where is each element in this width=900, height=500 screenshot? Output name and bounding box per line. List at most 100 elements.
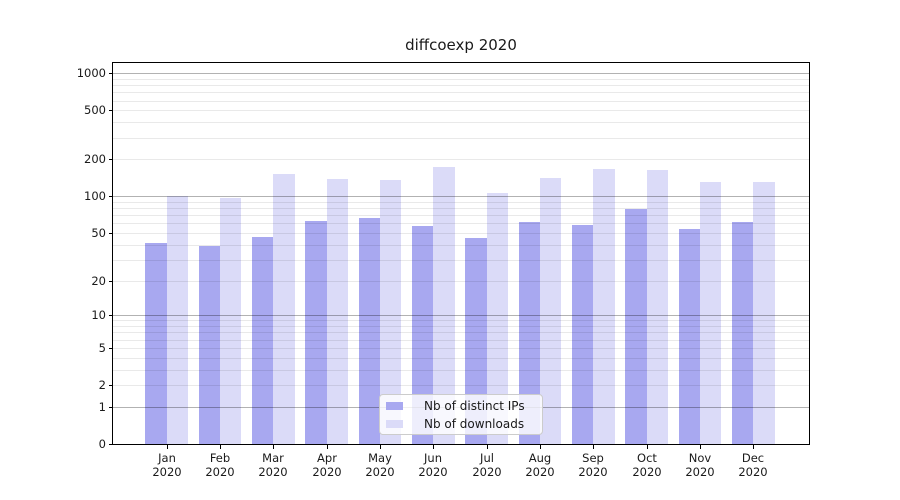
x-label-month: May [368, 451, 392, 465]
bar-distinct-ips-jan-2020 [145, 243, 167, 444]
x-label-month: Oct [637, 451, 657, 465]
gridline-minor-9 [113, 320, 809, 321]
gridline-minor-7 [113, 332, 809, 333]
legend-item-distinct-ips: Nb of distinct IPs [386, 398, 542, 413]
bar-downloads-may-2020 [380, 179, 402, 444]
x-label-month: Feb [209, 451, 231, 465]
y-tick-label-200: 200 [84, 152, 106, 166]
x-label-year: 2020 [152, 464, 182, 479]
bar-downloads-sep-2020 [593, 168, 615, 444]
y-tick-label-10: 10 [91, 308, 106, 322]
gridline-major-1000 [113, 73, 809, 74]
x-label-year: 2020 [365, 464, 395, 479]
x-tick-label-jan: Jan 2020 [140, 451, 194, 479]
y-tick-500-icon [109, 110, 113, 111]
y-tick-label-1000: 1000 [76, 66, 106, 80]
gridline-major-100 [113, 196, 809, 197]
bar-downloads-feb-2020 [220, 197, 242, 444]
x-label-year: 2020 [738, 464, 768, 479]
y-tick-0-icon [109, 444, 113, 445]
legend-swatch-downloads-icon [386, 419, 403, 428]
bar-downloads-dec-2020 [753, 181, 775, 444]
gridline-minor-700 [113, 92, 809, 93]
x-tick-label-feb: Feb 2020 [193, 451, 247, 479]
gridline-minor-30 [113, 260, 809, 261]
x-tick-label-may: May 2020 [353, 451, 407, 479]
bar-distinct-ips-may-2020 [358, 218, 381, 444]
y-tick-label-50: 50 [91, 226, 106, 240]
bar-distinct-ips-jul-2020 [465, 238, 487, 444]
x-label-month: Apr [317, 451, 337, 465]
x-tick-may-icon [380, 445, 381, 449]
plot-area [112, 62, 810, 445]
bar-distinct-ips-sep-2020 [572, 225, 594, 444]
x-label-year: 2020 [258, 464, 288, 479]
y-tick-label-100: 100 [84, 189, 106, 203]
bar-distinct-ips-apr-2020 [305, 220, 327, 444]
y-tick-100-icon [109, 196, 113, 197]
x-tick-label-jul: Jul 2020 [460, 451, 514, 479]
gridline-minor-800 [113, 85, 809, 86]
x-label-month: Jun [424, 451, 442, 465]
gridline-minor-80 [113, 208, 809, 209]
y-tick-label-0: 0 [98, 437, 106, 451]
y-tick-1-icon [109, 407, 113, 408]
x-label-year: 2020 [312, 464, 342, 479]
y-tick-label-5: 5 [98, 341, 106, 355]
bar-distinct-ips-oct-2020 [625, 209, 647, 444]
gridline-minor-20 [113, 281, 809, 282]
gridline-minor-200 [113, 159, 809, 160]
gridline-minor-900 [113, 79, 809, 80]
bar-distinct-ips-mar-2020 [252, 237, 274, 444]
y-tick-1000-icon [109, 73, 113, 74]
legend-swatch-distinct-ips-icon [386, 401, 403, 410]
x-tick-nov-icon [700, 445, 701, 449]
y-tick-200-icon [109, 159, 113, 160]
bar-downloads-jan-2020 [166, 195, 188, 444]
gridline-minor-6 [113, 340, 809, 341]
x-label-year: 2020 [525, 464, 555, 479]
x-label-year: 2020 [472, 464, 502, 479]
x-tick-dec-icon [753, 445, 754, 449]
bar-downloads-aug-2020 [540, 178, 562, 444]
x-label-month: Aug [528, 451, 552, 465]
gridline-minor-600 [113, 101, 809, 102]
x-tick-mar-icon [273, 445, 274, 449]
y-tick-10-icon [109, 315, 113, 316]
gridline-minor-8 [113, 326, 809, 327]
x-label-month: Jul [480, 451, 494, 465]
x-label-year: 2020 [632, 464, 662, 479]
x-tick-jan-icon [167, 445, 168, 449]
x-label-year: 2020 [685, 464, 715, 479]
x-label-month: Mar [262, 451, 284, 465]
gridline-minor-400 [113, 122, 809, 123]
x-label-month: Nov [688, 451, 712, 465]
x-tick-oct-icon [647, 445, 648, 449]
bar-distinct-ips-feb-2020 [198, 246, 221, 444]
gridline-minor-70 [113, 215, 809, 216]
y-tick-20-icon [109, 281, 113, 282]
bar-downloads-nov-2020 [700, 182, 722, 444]
x-tick-label-mar: Mar 2020 [246, 451, 300, 479]
x-tick-label-sep: Sep 2020 [566, 451, 620, 479]
bar-downloads-apr-2020 [326, 178, 348, 444]
legend: Nb of distinct IPs Nb of downloads [379, 394, 543, 435]
y-tick-label-500: 500 [84, 103, 106, 117]
bar-distinct-ips-jun-2020 [412, 226, 434, 444]
x-tick-label-aug: Aug 2020 [513, 451, 567, 479]
y-tick-50-icon [109, 233, 113, 234]
gridline-minor-2 [113, 385, 809, 386]
x-tick-label-jun: Jun 2020 [406, 451, 460, 479]
y-tick-label-2: 2 [98, 378, 106, 392]
x-tick-label-dec: Dec 2020 [726, 451, 780, 479]
x-tick-feb-icon [220, 445, 221, 449]
x-label-year: 2020 [205, 464, 235, 479]
x-tick-aug-icon [540, 445, 541, 449]
x-label-month: Sep [582, 451, 604, 465]
legend-label-distinct-ips: Nb of distinct IPs [424, 398, 525, 413]
y-tick-5-icon [109, 348, 113, 349]
gridline-minor-5 [113, 348, 809, 349]
bar-downloads-oct-2020 [646, 169, 668, 444]
x-tick-sep-icon [593, 445, 594, 449]
